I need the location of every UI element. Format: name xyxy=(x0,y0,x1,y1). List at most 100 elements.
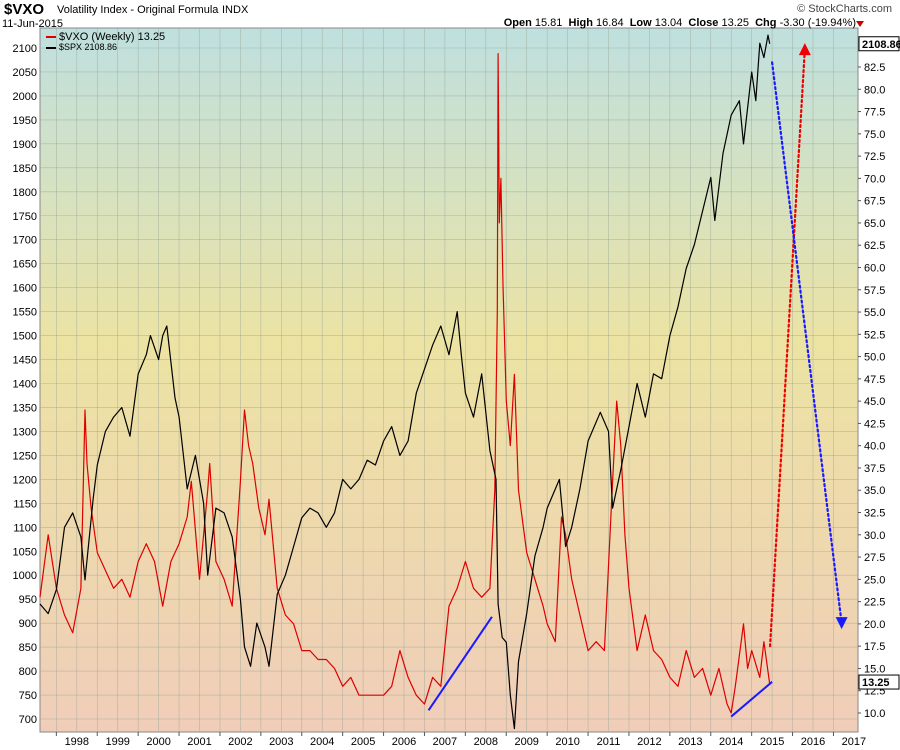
support-trendline xyxy=(427,616,493,711)
legend-label-vxo: $VXO (Weekly) 13.25 xyxy=(59,31,166,43)
low-value: 13.04 xyxy=(654,17,683,29)
left-tick-label: 1050 xyxy=(13,546,37,558)
annotations xyxy=(427,43,848,718)
left-tick-label: 1550 xyxy=(13,307,37,319)
right-tick-label: 25.0 xyxy=(864,574,885,586)
plot-background xyxy=(39,27,859,733)
right-tick-label: 37.5 xyxy=(864,463,885,475)
last-value-vxo: 13.25 xyxy=(858,674,900,690)
change-label: Chg xyxy=(755,17,777,29)
left-tick-label: 1450 xyxy=(13,355,37,367)
change-down-arrow-icon xyxy=(856,21,864,27)
right-tick-label: 60.0 xyxy=(864,262,885,274)
arrowhead-down-icon xyxy=(835,617,848,630)
left-tick-label: 1300 xyxy=(13,426,37,438)
symbol-title: $VXO xyxy=(4,1,45,18)
right-tick-label: 57.5 xyxy=(864,285,885,297)
index-description: Volatility Index - Original Formula xyxy=(57,4,219,16)
left-tick-label: 1850 xyxy=(13,163,37,175)
left-tick-label: 1350 xyxy=(13,402,37,414)
grid xyxy=(40,28,858,732)
last-value-vxo-text: 13.25 xyxy=(862,677,890,689)
change-value: -3.30 (-19.94%) xyxy=(779,17,856,29)
low-label: Low xyxy=(629,17,652,29)
x-axis: 1998 1999 2000 2001 2002 2003 2004 2005 2006 2007… xyxy=(55,732,866,748)
legend-swatch-vxo xyxy=(46,36,56,39)
x-tick-label: 2011 xyxy=(597,736,621,748)
right-tick-label: 45.0 xyxy=(864,396,885,408)
right-tick-label: 65.0 xyxy=(864,218,885,230)
left-tick-label: 700 xyxy=(19,714,37,726)
left-tick-label: 1150 xyxy=(13,498,37,510)
left-tick-label: 1400 xyxy=(13,379,37,391)
left-tick-label: 1700 xyxy=(13,235,37,247)
high-label: High xyxy=(568,17,593,29)
x-tick-label: 2017 xyxy=(842,736,866,748)
stockcharts-watermark: © StockCharts.com xyxy=(797,3,892,15)
left-tick-label: 1950 xyxy=(13,115,37,127)
right-tick-label: 62.5 xyxy=(864,240,885,252)
series-line-vxo xyxy=(39,53,771,714)
right-tick-label: 82.5 xyxy=(864,62,885,74)
right-tick-label: 42.5 xyxy=(864,418,885,430)
right-tick-label: 20.0 xyxy=(864,619,885,631)
left-tick-label: 1200 xyxy=(13,474,37,486)
right-tick-label: 77.5 xyxy=(864,107,885,119)
right-tick-label: 17.5 xyxy=(864,641,885,653)
x-tick-label: 2009 xyxy=(514,736,538,748)
right-tick-label: 40.0 xyxy=(864,441,885,453)
forecast-line-red xyxy=(768,48,806,648)
right-tick-label: 22.5 xyxy=(864,597,885,609)
x-tick-label: 2004 xyxy=(310,736,334,748)
right-tick-label: 50.0 xyxy=(864,352,885,364)
x-tick-label: 2010 xyxy=(555,736,579,748)
left-tick-label: 2050 xyxy=(13,67,37,79)
x-tick-label: 2006 xyxy=(392,736,416,748)
close-value: 13.25 xyxy=(721,17,749,29)
x-tick-label: 2001 xyxy=(187,736,211,748)
right-tick-label: 27.5 xyxy=(864,552,885,564)
left-tick-label: 1750 xyxy=(13,211,37,223)
left-tick-label: 750 xyxy=(19,690,37,702)
x-tick-label: 2002 xyxy=(228,736,252,748)
exchange-label: INDX xyxy=(222,4,249,16)
left-tick-label: 2100 xyxy=(13,43,37,55)
last-value-labels: 2108.86 13.25 xyxy=(858,36,900,690)
last-value-spx-box xyxy=(858,36,900,52)
legend-label-spx: $SPX 2108.86 xyxy=(59,42,118,52)
x-tick-label: 2012 xyxy=(637,736,661,748)
left-tick-label: 1800 xyxy=(13,187,37,199)
right-tick-label: 47.5 xyxy=(864,374,885,386)
right-tick-label: 32.5 xyxy=(864,508,885,520)
left-tick-label: 1650 xyxy=(13,259,37,271)
left-axis: 700 750 800 850 900 950 1000 1050 1100 1150 1200 12… xyxy=(13,43,37,726)
last-value-spx: 2108.86 xyxy=(858,36,900,52)
right-tick-label: 35.0 xyxy=(864,485,885,497)
x-tick-label: 2005 xyxy=(351,736,375,748)
x-tick-label: 2013 xyxy=(678,736,702,748)
right-tick-label: 70.0 xyxy=(864,173,885,185)
support-trendline xyxy=(730,681,773,718)
x-tick-label: 1998 xyxy=(65,736,89,748)
open-value: 15.81 xyxy=(534,17,563,29)
right-tick-label: 10.0 xyxy=(864,708,885,720)
right-axis: 10.012.515.017.520.022.525.027.530.032.5… xyxy=(858,62,885,720)
right-tick-label: 75.0 xyxy=(864,129,885,141)
left-tick-label: 1600 xyxy=(13,283,37,295)
left-tick-label: 850 xyxy=(19,642,37,654)
x-tick-label: 2007 xyxy=(433,736,457,748)
right-tick-label: 72.5 xyxy=(864,151,885,163)
x-tick-label: 2014 xyxy=(719,736,743,748)
left-tick-label: 1500 xyxy=(13,331,37,343)
last-value-vxo-box xyxy=(858,674,900,690)
close-label: Close xyxy=(688,17,719,29)
legend-swatch-spx xyxy=(46,46,56,49)
left-tick-label: 950 xyxy=(19,594,37,606)
arrowhead-up-icon xyxy=(798,43,811,56)
left-tick-label: 1100 xyxy=(13,522,37,534)
right-tick-label: 67.5 xyxy=(864,196,885,208)
left-tick-label: 2000 xyxy=(13,91,37,103)
left-tick-label: 1900 xyxy=(13,139,37,151)
legend-item-vxo: $VXO (Weekly) 13.25 xyxy=(46,31,165,43)
right-tick-label: 30.0 xyxy=(864,530,885,542)
